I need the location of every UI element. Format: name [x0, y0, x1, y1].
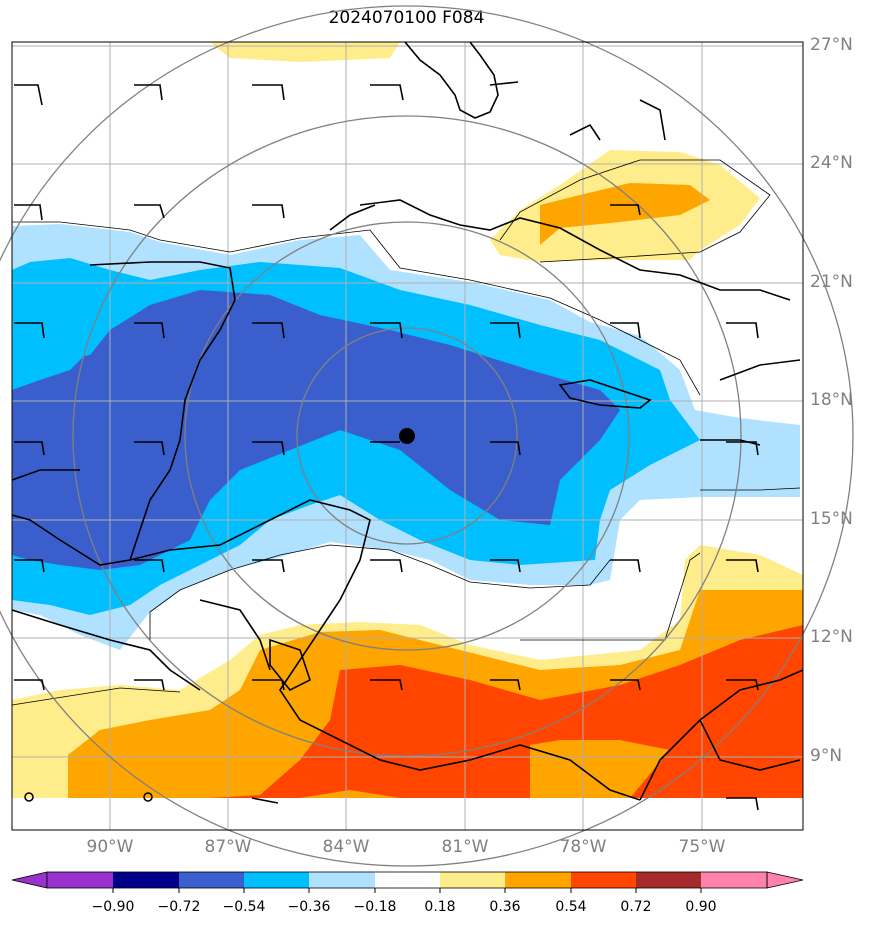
lon-label: 90°W: [86, 837, 134, 857]
lon-label: 75°W: [678, 837, 726, 857]
range-rings: [0, 5, 854, 867]
lat-label: 27°N: [810, 35, 853, 55]
lat-label: 18°N: [810, 390, 853, 410]
lat-label: 9°N: [810, 746, 843, 766]
lat-label: 15°N: [810, 509, 853, 529]
lat-label: 21°N: [810, 272, 853, 292]
lon-label: 84°W: [322, 837, 370, 857]
colorbar: [11, 871, 804, 893]
colorbar-tick: 0.72: [620, 899, 652, 915]
lon-label: 87°W: [204, 837, 252, 857]
lon-label: 78°W: [559, 837, 607, 857]
contour-pos-dark-south: [210, 625, 803, 798]
graticule: [12, 42, 803, 830]
lat-label: 24°N: [810, 153, 853, 173]
lon-label: 81°W: [441, 837, 489, 857]
coastlines: [11, 41, 804, 801]
map-panel: [0, 5, 854, 867]
colorbar-tick: 0.18: [424, 899, 456, 915]
colorbar-tick: 0.90: [685, 899, 717, 915]
storm-center-marker: [399, 428, 415, 444]
wind-barbs: [14, 81, 759, 811]
colorbar-tick: −0.72: [157, 899, 201, 915]
colorbar-tick: −0.54: [222, 899, 266, 915]
contour-pos-light-top: [210, 42, 400, 62]
colorbar-tick: 0.54: [555, 899, 587, 915]
colorbar-tick: −0.36: [287, 899, 331, 915]
lat-label: 12°N: [810, 627, 853, 647]
contour-neg-dark: [12, 290, 620, 570]
map-title: 2024070100 F084: [328, 8, 485, 28]
contour-lines: [11, 159, 801, 706]
colorbar-tick: −0.90: [91, 899, 135, 915]
contour-neg-mid-sw: [12, 320, 110, 380]
colorbar-tick: −0.18: [353, 899, 397, 915]
colorbar-tick: 0.36: [489, 899, 521, 915]
